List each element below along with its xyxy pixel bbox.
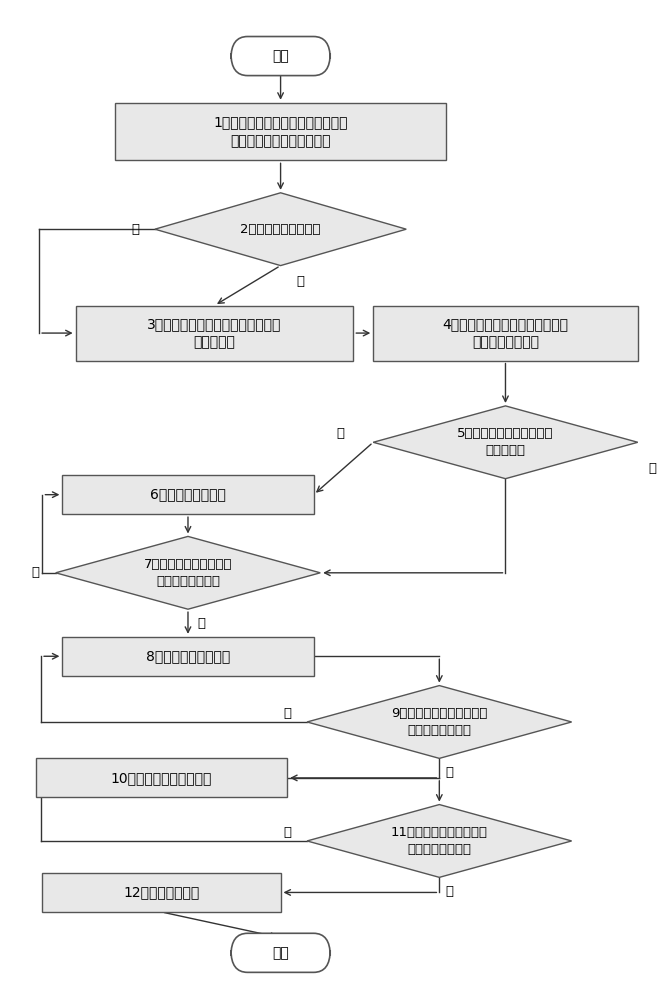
Text: 否: 否 — [32, 566, 40, 579]
Text: 是: 是 — [446, 766, 454, 779]
Text: 12）开启清空操作: 12）开启清空操作 — [123, 885, 199, 899]
Text: 结束: 结束 — [272, 946, 289, 960]
Text: 8）开启启动检测操作: 8）开启启动检测操作 — [146, 649, 230, 663]
Text: 3）获取优先信息表，选定下一辆受
优先的车辆: 3）获取优先信息表，选定下一辆受 优先的车辆 — [147, 317, 281, 349]
Text: 开始: 开始 — [272, 49, 289, 63]
Text: 9）是否收到停车线检测触
发的信号优先请求: 9）是否收到停车线检测触 发的信号优先请求 — [391, 707, 488, 737]
Polygon shape — [307, 686, 572, 758]
Text: 是: 是 — [336, 427, 344, 440]
Text: 6）开启预检测操作: 6）开启预检测操作 — [150, 488, 226, 502]
Text: 5）是否是预检测触发的信
号优先请求: 5）是否是预检测触发的信 号优先请求 — [457, 427, 554, 457]
FancyBboxPatch shape — [62, 637, 313, 676]
FancyBboxPatch shape — [36, 758, 287, 797]
Text: 是: 是 — [446, 885, 454, 898]
FancyBboxPatch shape — [75, 306, 354, 361]
Text: 否: 否 — [131, 223, 139, 236]
FancyBboxPatch shape — [115, 103, 446, 160]
Text: 否: 否 — [648, 462, 656, 475]
Text: 4）获取车辆的信号优先请求信息
（优先级别，等）: 4）获取车辆的信号优先请求信息 （优先级别，等） — [442, 317, 568, 349]
Text: 11）是否收到清空检测触
发的信号优先请求: 11）是否收到清空检测触 发的信号优先请求 — [391, 826, 488, 856]
Polygon shape — [155, 193, 406, 266]
Text: 否: 否 — [283, 707, 291, 720]
FancyBboxPatch shape — [43, 873, 281, 912]
Text: 是: 是 — [197, 617, 205, 630]
Polygon shape — [55, 536, 320, 609]
FancyBboxPatch shape — [374, 306, 638, 361]
Text: 1）获取有轨电车信号优先请求相关
参数，构建信号优先信息表: 1）获取有轨电车信号优先请求相关 参数，构建信号优先信息表 — [213, 115, 348, 148]
Text: 2）当前任务是否结束: 2）当前任务是否结束 — [240, 223, 321, 236]
Polygon shape — [307, 805, 572, 877]
Polygon shape — [374, 406, 638, 479]
Text: 否: 否 — [283, 826, 291, 839]
FancyBboxPatch shape — [231, 933, 330, 972]
Text: 7）是否收到启动检测触
发的信号优先请求: 7）是否收到启动检测触 发的信号优先请求 — [143, 558, 232, 588]
FancyBboxPatch shape — [62, 475, 313, 514]
Text: 10）开启停车线检测操作: 10）开启停车线检测操作 — [111, 771, 212, 785]
Text: 是: 是 — [296, 275, 304, 288]
FancyBboxPatch shape — [231, 37, 330, 76]
